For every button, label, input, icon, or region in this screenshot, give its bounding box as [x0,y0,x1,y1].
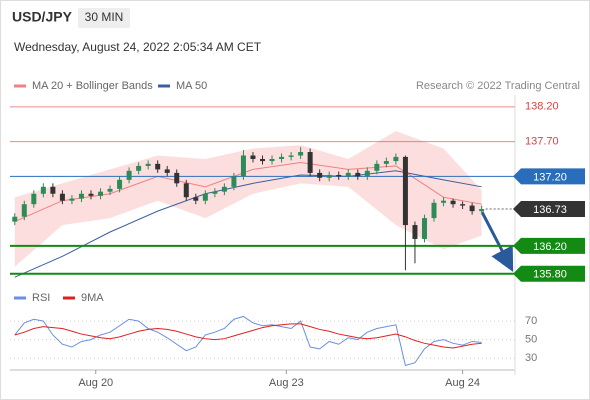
interval: 30 MIN [85,10,124,24]
level-label: 136.20 [533,241,567,253]
candle-body [98,191,104,196]
level-label: 137.70 [525,136,559,148]
candle-body [460,204,466,206]
y-tick-label: 30 [525,352,537,364]
ma-line [14,170,482,278]
candle-body [431,202,437,219]
candle-body [88,193,94,196]
candle-body [183,183,189,198]
legend-label: 9MA [81,292,104,304]
candle-body [298,152,304,156]
candle-body [50,186,56,194]
x-tick-label: Aug 20 [78,377,113,389]
candle-body [69,198,75,201]
candle-body [231,176,237,187]
candle-body [117,179,123,189]
candle-body [21,204,27,217]
candle-body [78,193,84,199]
candle-body [383,161,389,164]
level-label: 135.80 [533,269,567,281]
symbol: USD/JPY [12,9,73,25]
candle-body [107,188,113,192]
y-tick-label: 50 [525,334,537,346]
candle-body [412,225,418,239]
candle-body [288,155,294,157]
candle-body [221,186,227,192]
candle-body [317,172,323,178]
candle-body [441,200,447,203]
candle-body [202,193,208,201]
candle-body [355,172,361,177]
level-box [513,201,585,218]
candle-body [174,172,180,184]
x-tick-label: Aug 23 [269,377,304,389]
candle-body [12,216,18,222]
candle-body [240,155,246,177]
y-tick-label: 70 [525,315,537,327]
candle-body [345,172,351,177]
rsi-line [14,315,482,367]
candle-body [40,186,46,194]
candle-body [145,163,151,166]
bollinger-band [14,131,482,267]
level-label: 137.20 [533,171,567,183]
candle-body [155,163,161,170]
datetime: Wednesday, August 24, 2022 2:05:34 AM CE… [14,40,262,54]
candle-body [260,158,265,162]
candle-body [279,156,285,159]
candle-body [269,158,275,162]
candle-body [336,174,342,177]
interval-badge [78,8,130,28]
candle-body [136,165,142,171]
candle-body [402,156,408,226]
candle-body [193,197,199,201]
candle-body [421,218,427,239]
candle-body [479,209,485,212]
candle-body [393,156,399,162]
candle-body [364,170,370,177]
candle-body [250,155,256,159]
level-label: 138.20 [525,101,559,113]
legend-label: MA 20 + Bollinger Bands [32,80,153,92]
candle-body [326,174,332,178]
legend-label: MA 50 [176,80,207,92]
candle-body [469,205,475,212]
candle-body [164,169,170,173]
candle-body [59,193,65,201]
forecast-arrow [480,211,514,272]
level-box [513,168,585,185]
legend-label: RSI [32,292,50,304]
candle-body [374,163,380,171]
candle-body [450,200,456,205]
level-box [513,265,585,282]
level-label: 136.73 [533,204,567,216]
candle-body [126,170,132,180]
rsi-line [14,323,482,349]
candle-body [307,152,313,173]
credit: Research © 2022 Trading Central [416,80,580,92]
x-tick-label: Aug 24 [445,377,480,389]
candle-body [212,191,218,194]
candle-body [31,193,37,205]
level-box [513,237,585,254]
